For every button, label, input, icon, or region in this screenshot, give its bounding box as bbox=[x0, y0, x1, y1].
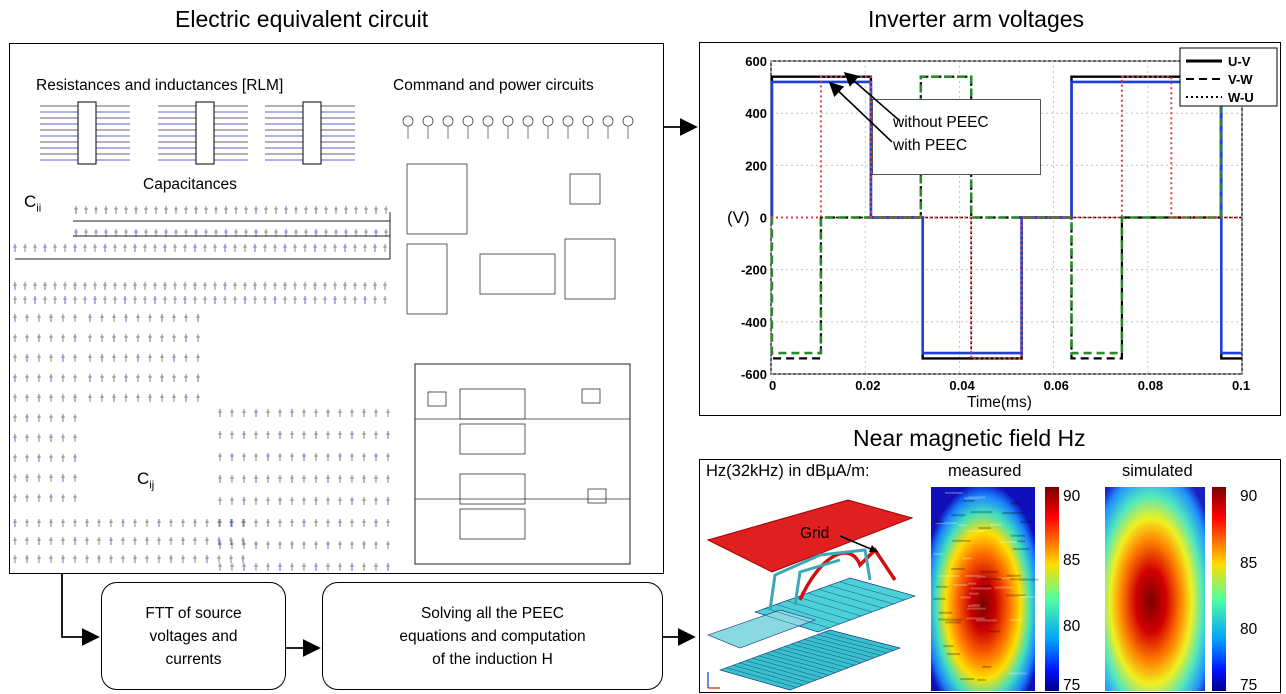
source-symbol bbox=[482, 115, 494, 127]
simulated-colorbar bbox=[1212, 487, 1226, 691]
cb1-tick-85: 85 bbox=[1063, 552, 1080, 569]
chart-ylabel: (V) bbox=[727, 208, 750, 227]
rlm-label: Resistances and inductances [RLM] bbox=[36, 77, 284, 94]
y-tick-label: -200 bbox=[741, 263, 767, 278]
cii-label: Cii bbox=[24, 192, 41, 214]
x-tick-label: 0.04 bbox=[949, 378, 975, 393]
simulated-field-map bbox=[1105, 487, 1205, 691]
voltage-chart-panel: 0 0.02 0.04 0.06 0.08 0.1 600 400 200 0 -200 -400 -6… bbox=[699, 42, 1281, 416]
series-line-2 bbox=[771, 216, 1242, 360]
fft-step-box: FTT of source voltages and currents bbox=[101, 582, 286, 690]
rlm-block bbox=[40, 101, 130, 165]
power-circuit-block bbox=[406, 243, 448, 315]
source-symbol bbox=[502, 115, 514, 127]
source-symbol bbox=[402, 115, 414, 127]
near-field-graphics: Grid 90 85 80 75 90 85 80 75 bbox=[706, 487, 1258, 692]
voltage-chart: 0 0.02 0.04 0.06 0.08 0.1 600 400 200 0 -200 -400 -6… bbox=[741, 47, 1278, 393]
chart-xlabel: Time(ms) bbox=[967, 394, 1032, 411]
command-loop bbox=[414, 363, 631, 565]
source-symbol bbox=[442, 115, 454, 127]
legend-label: W-U bbox=[1228, 90, 1254, 105]
series-line-5 bbox=[771, 75, 1242, 360]
arrow-circuit-to-fft bbox=[61, 574, 100, 646]
pcb-3d-model bbox=[706, 499, 916, 691]
y-tick-label: 0 bbox=[760, 211, 767, 226]
x-tick-label: 0.1 bbox=[1232, 378, 1250, 393]
cij-main: C bbox=[137, 469, 150, 488]
y-tick-label: 400 bbox=[745, 106, 767, 121]
source-symbol bbox=[582, 115, 594, 127]
cb2-tick-90: 90 bbox=[1240, 488, 1258, 505]
cb1-tick-75: 75 bbox=[1063, 677, 1080, 692]
measured-label: measured bbox=[948, 462, 1022, 480]
base-plate bbox=[707, 609, 816, 649]
legend-label: V-W bbox=[1228, 72, 1253, 87]
teal-conductor-path bbox=[768, 548, 872, 611]
field-title: Near magnetic field Hz bbox=[853, 425, 1086, 451]
y-tick-label: 200 bbox=[745, 158, 767, 173]
cij-label: Cij bbox=[137, 469, 154, 491]
circuit-panel: Resistances and inductances [RLM] Comman… bbox=[9, 43, 664, 574]
source-symbol bbox=[602, 115, 614, 127]
x-tick-label: 0.02 bbox=[855, 378, 880, 393]
circuit-schematic bbox=[13, 101, 634, 571]
cij-sub: ij bbox=[149, 479, 155, 492]
y-tick-label: 600 bbox=[745, 54, 767, 69]
cb2-tick-80: 80 bbox=[1240, 621, 1258, 638]
source-symbol bbox=[462, 115, 474, 127]
cb1-tick-90: 90 bbox=[1063, 488, 1081, 505]
cb1-tick-80: 80 bbox=[1063, 618, 1081, 635]
chart-legend: U-V V-W W-U bbox=[1179, 47, 1278, 107]
voltages-title: Inverter arm voltages bbox=[868, 6, 1085, 32]
cb2-tick-85: 85 bbox=[1240, 555, 1257, 572]
circuit-title: Electric equivalent circuit bbox=[175, 6, 429, 32]
simulated-label: simulated bbox=[1122, 462, 1193, 480]
grid-arrow bbox=[839, 535, 879, 553]
legend-label: U-V bbox=[1228, 54, 1251, 69]
measured-colorbar bbox=[1045, 487, 1059, 691]
source-symbol bbox=[542, 115, 554, 127]
peec-annotation-box: without PEEC with PEEC bbox=[872, 99, 1041, 175]
cii-main: C bbox=[24, 192, 37, 211]
near-field-panel: Hz(32kHz) in dBµA/m: measured simulated bbox=[699, 459, 1281, 693]
source-symbol bbox=[522, 115, 534, 127]
rlm-block bbox=[265, 101, 355, 165]
command-label: Command and power circuits bbox=[393, 77, 594, 94]
power-circuit-block bbox=[564, 238, 616, 300]
cii-sub: ii bbox=[36, 202, 42, 215]
grid-label: Grid bbox=[800, 525, 829, 542]
y-tick-label: -600 bbox=[741, 367, 767, 382]
rlm-block bbox=[158, 101, 248, 165]
source-symbol bbox=[422, 115, 434, 127]
measured-noise bbox=[933, 491, 1039, 681]
peec-solve-step-box: Solving all the PEEC equations and compu… bbox=[322, 582, 663, 690]
annotation-with-peec: with PEEC bbox=[893, 137, 968, 154]
y-tick-label: -400 bbox=[741, 315, 767, 330]
x-tick-label: 0 bbox=[769, 378, 776, 393]
x-tick-label: 0.08 bbox=[1138, 378, 1163, 393]
measured-field-map bbox=[931, 487, 1035, 691]
field-header: Hz(32kHz) in dBµA/m: bbox=[706, 462, 870, 480]
power-circuit-block bbox=[406, 163, 468, 235]
grid-plane bbox=[706, 499, 914, 573]
annotation-without-peec: without PEEC bbox=[893, 114, 989, 131]
power-circuit-block bbox=[479, 253, 556, 295]
cb2-tick-75: 75 bbox=[1240, 677, 1257, 692]
x-tick-label: 0.06 bbox=[1044, 378, 1069, 393]
source-symbol bbox=[622, 115, 634, 127]
source-symbol bbox=[562, 115, 574, 127]
capacitances-label: Capacitances bbox=[143, 176, 237, 193]
power-circuit-block bbox=[569, 173, 601, 205]
